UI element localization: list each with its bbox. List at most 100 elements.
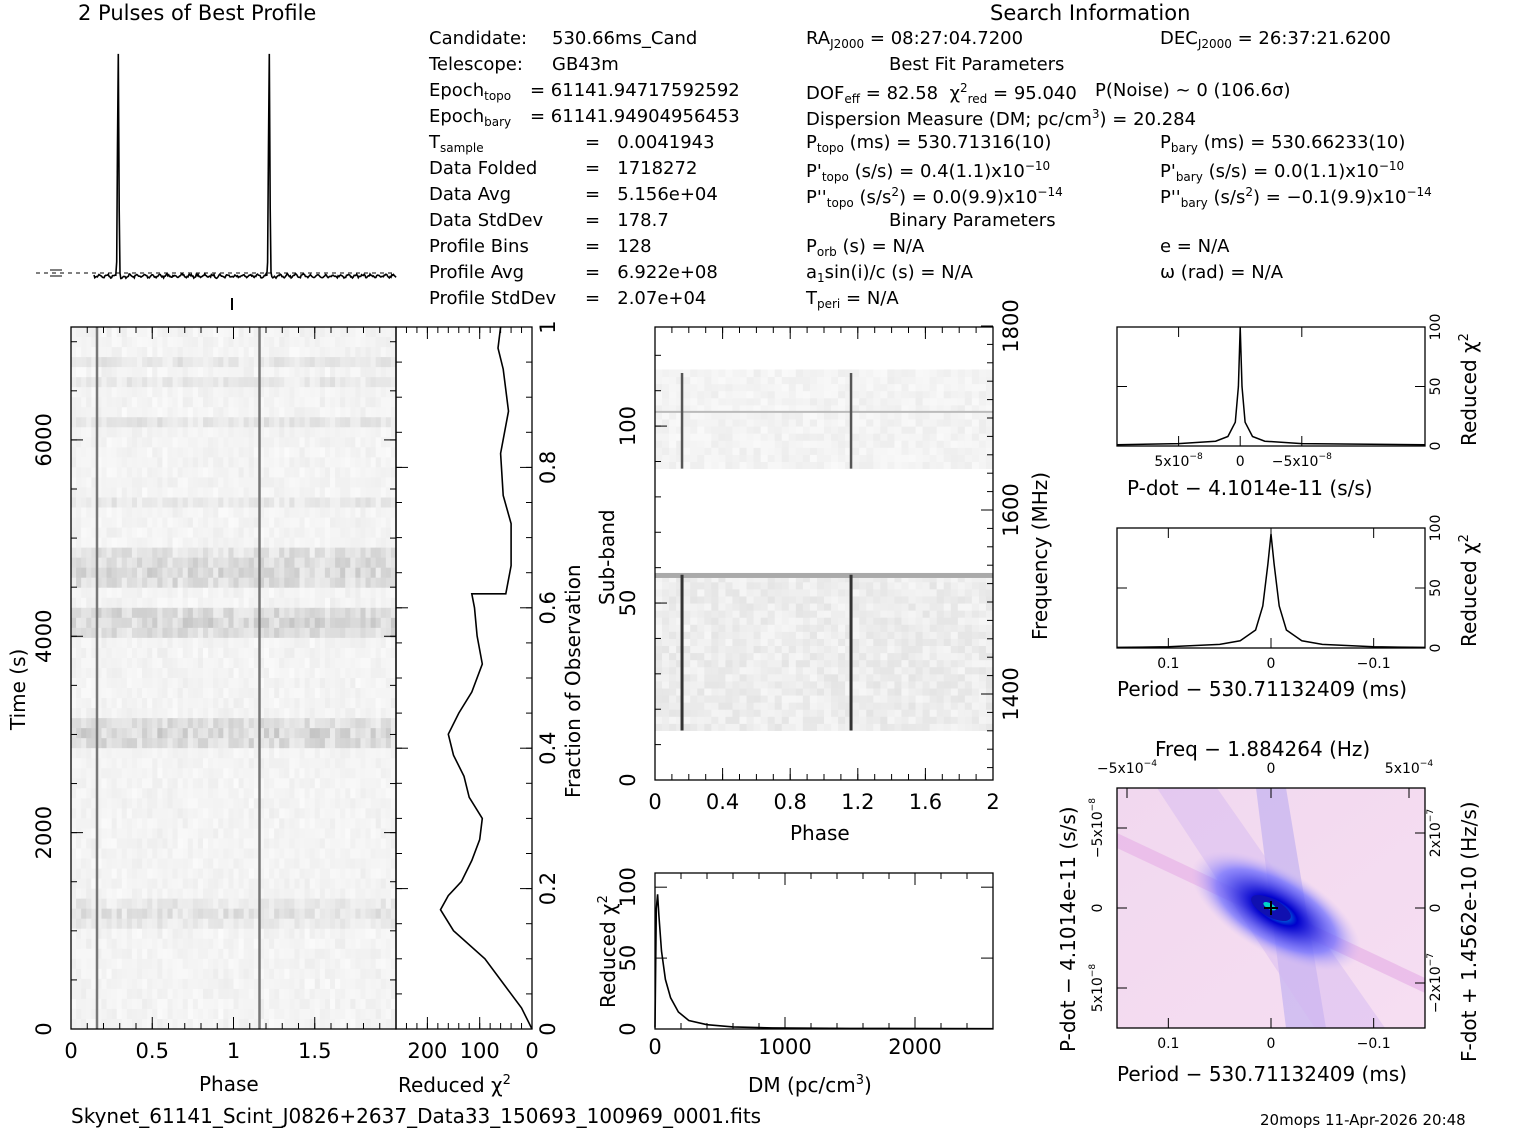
time-phase-cell [289, 988, 295, 1000]
time-phase-cell [243, 377, 250, 388]
time-phase-cell [121, 828, 128, 839]
time-phase-cell [324, 587, 331, 599]
time-phase-cell [258, 377, 265, 388]
time-phase-cell [279, 477, 285, 488]
time-phase-cell [314, 718, 321, 729]
time-phase-cell [375, 647, 382, 659]
time-phase-cell [258, 688, 265, 699]
time-phase-cell [152, 978, 158, 990]
time-phase-cell [96, 467, 102, 478]
time-phase-cell [370, 978, 377, 990]
time-phase-cell [71, 487, 77, 498]
time-phase-cell [279, 377, 285, 388]
time-phase-cell [355, 1018, 361, 1030]
time-phase-cell [131, 838, 138, 849]
time-phase-cell [258, 928, 265, 940]
time-phase-cell [218, 688, 224, 699]
time-phase-cell [182, 978, 189, 990]
time-phase-cell [96, 888, 102, 900]
time-phase-cell [324, 597, 331, 609]
time-phase-cell [208, 718, 214, 729]
time-phase-cell [248, 407, 255, 418]
time-phase-cell [385, 728, 392, 739]
time-phase-cell [116, 908, 123, 920]
time-phase-cell [340, 497, 346, 509]
time-phase-cell [390, 667, 397, 679]
time-phase-cell [258, 748, 265, 759]
subband-cell [739, 716, 748, 724]
time-phase-cell [370, 657, 377, 669]
time-phase-cell [253, 948, 260, 960]
time-phase-cell [213, 1018, 219, 1030]
info-left-value: = 5.156e+04 [585, 184, 718, 205]
time-phase-cell [248, 938, 255, 950]
time-phase-cell [319, 387, 326, 398]
time-phase-cell [147, 788, 153, 799]
time-phase-cell [375, 828, 382, 839]
time-phase-cell [258, 567, 265, 579]
time-phase-cell [284, 377, 290, 388]
time-phase-cell [243, 507, 250, 519]
time-phase-cell [243, 327, 250, 338]
time-phase-cell [197, 607, 204, 619]
time-phase-cell [213, 587, 219, 599]
time-phase-cell [314, 417, 321, 428]
time-phase-cell [142, 387, 148, 398]
time-phase-cell [319, 587, 326, 599]
time-phase-cell [350, 988, 356, 1000]
time-phase-cell [121, 427, 128, 438]
time-phase-cell [243, 657, 250, 669]
time-phase-cell [192, 698, 199, 709]
time-phase-cell [116, 848, 123, 860]
time-phase-cell [304, 708, 311, 719]
time-phase-cell [172, 467, 179, 478]
time-phase-cell [142, 657, 148, 669]
time-phase-cell [208, 667, 214, 679]
time-phase-cell [86, 728, 92, 739]
time-phase-cell [360, 788, 367, 799]
time-phase-cell [243, 688, 250, 699]
time-phase-cell [81, 637, 87, 649]
time-phase-cell [162, 768, 168, 779]
time-phase-cell [208, 487, 214, 498]
time-phase-cell [289, 758, 295, 769]
time-phase-cell [223, 507, 229, 519]
time-phase-cell [96, 748, 102, 759]
time-phase-cell [147, 377, 153, 388]
time-phase-cell [284, 507, 290, 519]
time-phase-cell [238, 888, 245, 900]
time-phase-cell [274, 457, 280, 468]
time-phase-cell [147, 778, 153, 789]
time-phase-cell [335, 387, 341, 398]
subband-cell [718, 695, 726, 703]
time-phase-cell [233, 1018, 240, 1030]
time-phase-cell [350, 497, 356, 509]
time-phase-cell [360, 347, 367, 358]
time-phase-cell [340, 918, 346, 930]
time-phase-cell [289, 748, 295, 759]
subband-cell [816, 687, 825, 696]
time-phase-cell [345, 748, 351, 759]
time-phase-cell [162, 888, 168, 900]
time-phase-cell [192, 337, 199, 348]
time-phase-cell [329, 688, 336, 699]
time-phase-cell [126, 718, 133, 729]
time-phase-cell [238, 327, 245, 338]
time-phase-cell [335, 978, 341, 990]
time-phase-cell [324, 708, 331, 719]
time-phase-cell [269, 818, 275, 829]
time-phase-cell [289, 1008, 295, 1020]
time-phase-cell [116, 688, 123, 699]
time-phase-cell [96, 527, 102, 539]
time-phase-cell [279, 547, 285, 559]
time-phase-cell [274, 948, 280, 960]
time-phase-cell [101, 557, 108, 569]
subband-cell [662, 709, 670, 717]
time-phase-cell [269, 367, 275, 378]
time-phase-cell [172, 688, 179, 699]
time-phase-cell [187, 637, 194, 649]
time-phase-cell [86, 517, 92, 529]
time-phase-cell [192, 738, 199, 749]
time-phase-cell [177, 477, 184, 488]
time-phase-cell [101, 377, 108, 388]
